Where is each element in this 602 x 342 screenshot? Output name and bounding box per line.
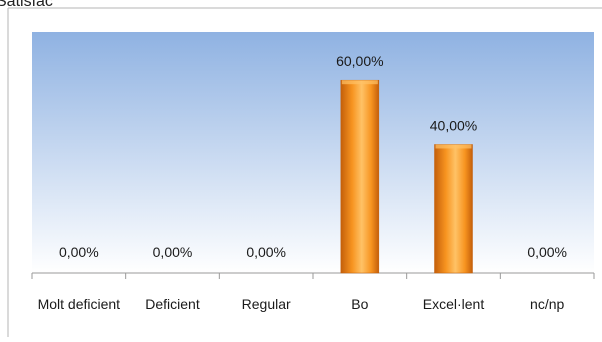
data-label-5: 0,00% xyxy=(527,244,567,260)
x-axis-ticks xyxy=(31,273,595,279)
category-label-3: Bo xyxy=(351,296,368,312)
data-labels-group: 0,00% 0,00% 0,00% 60,00% 40,00% 0,00% xyxy=(59,53,567,260)
category-label-4: Excel·lent xyxy=(423,296,485,312)
category-label-5: nc/np xyxy=(530,296,564,312)
data-label-1: 0,00% xyxy=(153,244,193,260)
bars-group xyxy=(340,79,473,274)
category-label-1: Deficient xyxy=(145,296,200,312)
category-label-0: Molt deficient xyxy=(38,296,121,312)
data-label-0: 0,00% xyxy=(59,244,99,260)
data-label-4: 40,00% xyxy=(430,117,477,133)
data-label-3: 60,00% xyxy=(336,53,383,69)
bar-4 xyxy=(434,144,473,274)
plot-area xyxy=(32,32,594,273)
data-label-2: 0,00% xyxy=(246,244,286,260)
bar-3 xyxy=(340,79,380,274)
category-label-2: Regular xyxy=(242,296,291,312)
cropped-header-text: Satisfac xyxy=(0,0,53,10)
bar-cap-3 xyxy=(341,80,378,85)
category-labels-group: Molt deficient Deficient Regular Bo Excel·le… xyxy=(38,296,565,312)
bar-cap-4 xyxy=(435,144,472,149)
